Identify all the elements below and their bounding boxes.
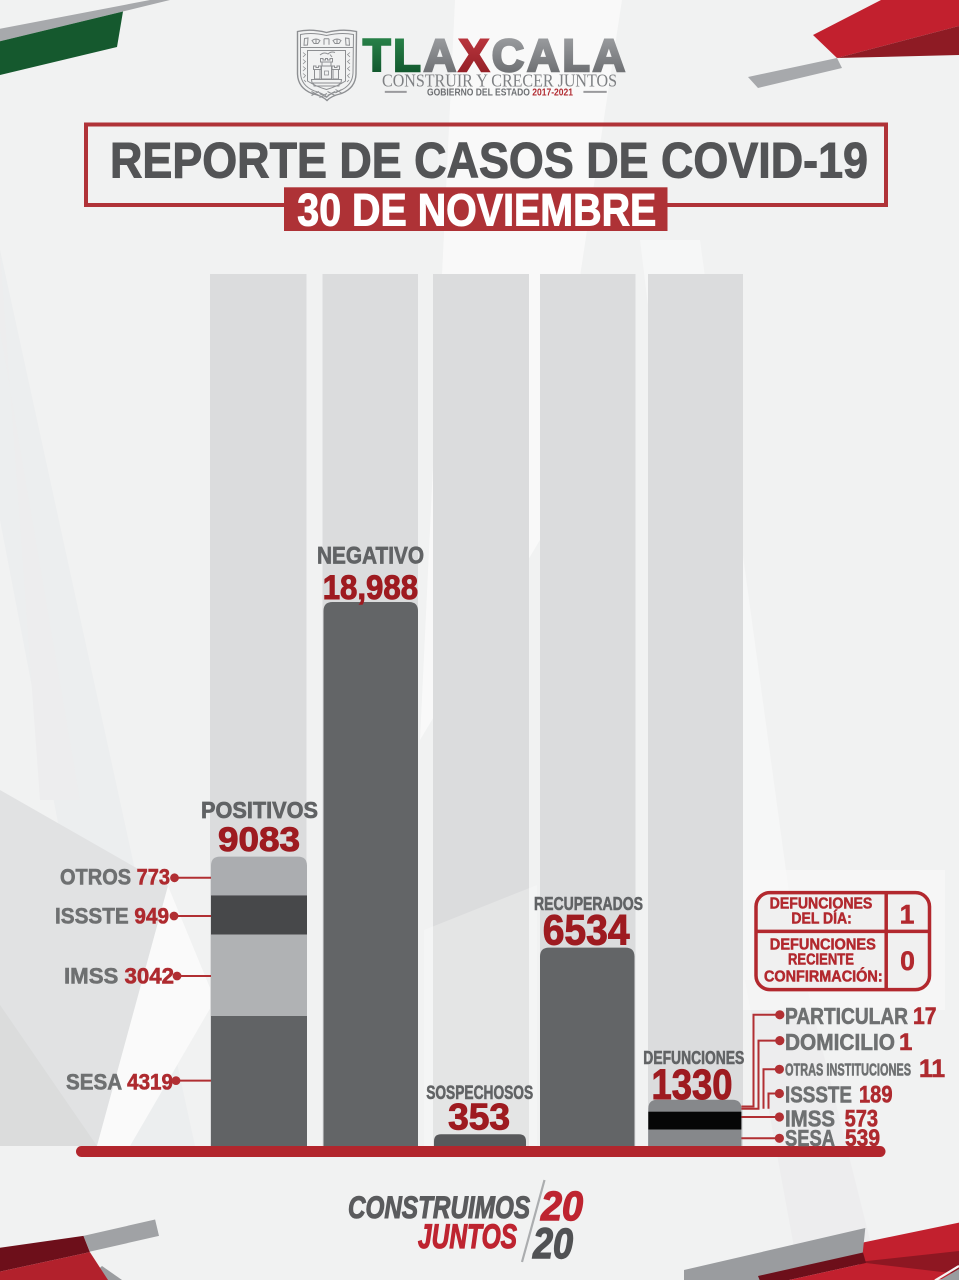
svg-text:NEGATIVO: NEGATIVO — [317, 543, 424, 570]
svg-text:DEL DÍA:: DEL DÍA: — [791, 908, 852, 927]
svg-text:DOMICILIO: DOMICILIO — [785, 1029, 895, 1055]
svg-text:CONFIRMACIÓN:: CONFIRMACIÓN: — [764, 967, 883, 986]
svg-text:RECUPERADOS: RECUPERADOS — [534, 893, 643, 914]
svg-text:RECIENTE: RECIENTE — [788, 952, 854, 969]
svg-text:0: 0 — [900, 946, 915, 976]
svg-text:OTRAS INSTITUCIONES: OTRAS INSTITUCIONES — [785, 1060, 911, 1079]
svg-text:20: 20 — [540, 1183, 583, 1229]
svg-text:9083: 9083 — [218, 821, 300, 859]
svg-text:SOSPECHOSOS: SOSPECHOSOS — [426, 1083, 533, 1104]
svg-text:DEFUNCIONES: DEFUNCIONES — [643, 1047, 744, 1068]
svg-text:REPORTE DE CASOS DE COVID-19: REPORTE DE CASOS DE COVID-19 — [110, 132, 868, 188]
svg-text:1: 1 — [899, 1029, 912, 1056]
svg-text:CONSTRUIMOS: CONSTRUIMOS — [348, 1189, 530, 1225]
svg-text:SESA: SESA — [785, 1125, 835, 1151]
svg-text:SESA 4319: SESA 4319 — [66, 1070, 173, 1095]
svg-text:11: 11 — [919, 1056, 945, 1083]
svg-text:18,988: 18,988 — [323, 569, 418, 607]
svg-text:30 DE NOVIEMBRE: 30 DE NOVIEMBRE — [297, 184, 656, 235]
svg-text:6534: 6534 — [543, 907, 630, 954]
svg-text:189: 189 — [859, 1082, 893, 1109]
svg-text:573: 573 — [845, 1106, 878, 1133]
svg-text:OTROS 773: OTROS 773 — [60, 865, 170, 890]
svg-text:POSITIVOS: POSITIVOS — [201, 797, 318, 823]
svg-text:17: 17 — [913, 1003, 937, 1030]
svg-text:DEFUNCIONES: DEFUNCIONES — [770, 937, 876, 954]
svg-text:539: 539 — [845, 1125, 880, 1152]
svg-text:GOBIERNO DEL ESTADO 2017-2021: GOBIERNO DEL ESTADO 2017-2021 — [427, 87, 573, 99]
svg-text:TLAXCALA: TLAXCALA — [363, 30, 628, 81]
svg-text:JUNTOS: JUNTOS — [418, 1218, 517, 1256]
svg-text:ISSSTE: ISSSTE — [785, 1082, 852, 1108]
svg-text:IMSS: IMSS — [785, 1106, 835, 1132]
svg-text:ISSSTE 949: ISSSTE 949 — [55, 904, 169, 929]
svg-text:IMSS 3042: IMSS 3042 — [64, 964, 174, 989]
svg-text:20: 20 — [532, 1221, 573, 1268]
svg-text:1: 1 — [900, 899, 915, 929]
svg-text:1330: 1330 — [652, 1062, 733, 1109]
svg-text:353: 353 — [448, 1097, 510, 1138]
svg-text:PARTICULAR: PARTICULAR — [785, 1003, 908, 1029]
svg-text:DEFUNCIONES: DEFUNCIONES — [770, 896, 873, 913]
svg-text:CONSTRUIR Y CRECER JUNTOS: CONSTRUIR Y CRECER JUNTOS — [382, 71, 617, 91]
